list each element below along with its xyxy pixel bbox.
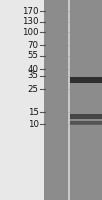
Text: 40: 40 bbox=[28, 64, 39, 73]
Text: 130: 130 bbox=[22, 18, 39, 26]
Text: 70: 70 bbox=[28, 40, 39, 49]
Bar bbox=[70, 114, 102, 119]
Text: 170: 170 bbox=[22, 6, 39, 16]
Bar bbox=[70, 77, 102, 83]
Text: 25: 25 bbox=[28, 85, 39, 94]
Bar bbox=[70, 121, 102, 125]
Text: 10: 10 bbox=[28, 120, 39, 129]
Text: 15: 15 bbox=[28, 108, 39, 117]
Text: 55: 55 bbox=[28, 51, 39, 60]
Text: 35: 35 bbox=[28, 72, 39, 80]
Text: 100: 100 bbox=[22, 28, 39, 37]
Bar bbox=[70, 0, 102, 200]
Bar bbox=[0, 0, 44, 200]
Bar bbox=[68, 0, 70, 200]
Bar bbox=[44, 0, 68, 200]
